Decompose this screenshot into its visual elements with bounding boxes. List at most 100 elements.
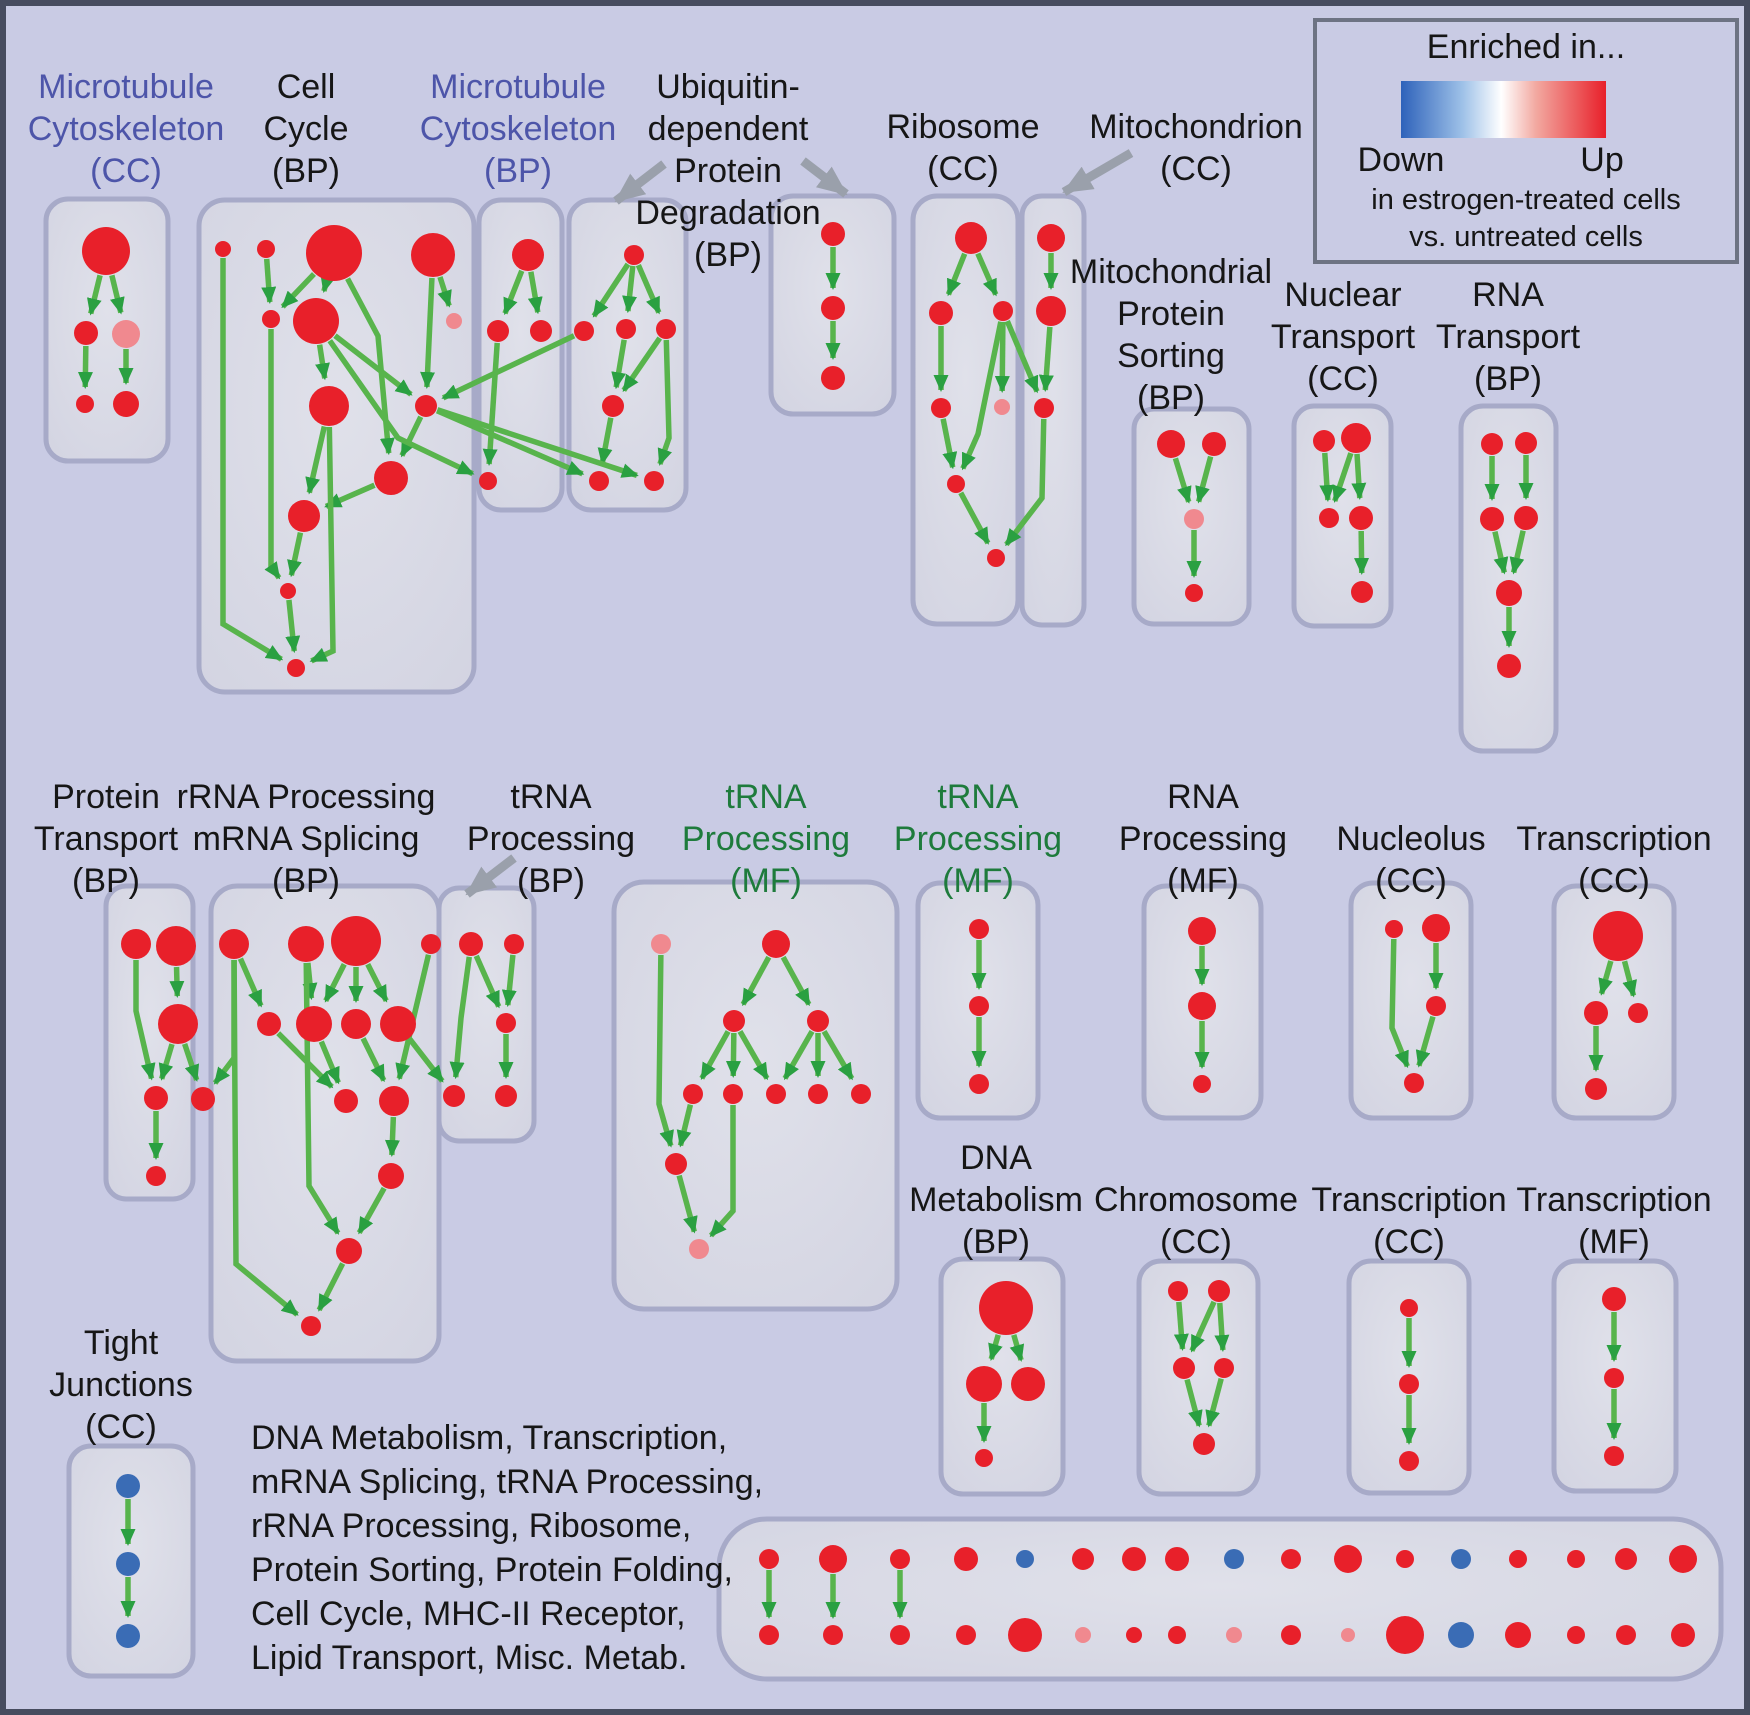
rrna-go-term-node <box>334 1089 358 1113</box>
trnabp-go-term-node <box>504 934 524 954</box>
relation-edge-arrow <box>309 426 336 664</box>
relation-edge-arrow <box>1509 530 1526 575</box>
rnat-cluster-box <box>1458 403 1559 754</box>
misc-go-term-node <box>1226 1627 1242 1643</box>
relation-edge-arrow <box>482 342 500 467</box>
relation-edge-arrow <box>1621 960 1637 998</box>
label-pointer-arrow <box>1061 149 1134 196</box>
rnat-go-term-node <box>1481 433 1503 455</box>
cc-go-term-node <box>262 310 280 328</box>
misc-go-term-node <box>1567 1550 1585 1568</box>
trnamf-cluster-label: tRNA Processing (MF) <box>681 778 851 900</box>
trnamf-go-term-node <box>808 1084 828 1104</box>
relation-edge-arrow <box>264 329 282 580</box>
mtbp-cluster-label: Microtubule Cytoskeleton (BP) <box>419 68 617 190</box>
relation-edge-arrow <box>597 417 614 466</box>
sort-go-term-node <box>1157 430 1185 458</box>
misc-go-term-node <box>819 1545 847 1573</box>
mito-go-term-node <box>1037 224 1065 252</box>
label-pointer-arrow <box>800 157 849 198</box>
relation-edge-arrow <box>821 1029 855 1081</box>
rib-cluster-label: Ribosome (CC) <box>886 108 1040 188</box>
rib-go-term-node <box>993 301 1013 321</box>
legend-caption-line1: in estrogen-treated cells <box>1371 184 1681 216</box>
relation-edge-arrow <box>1172 457 1192 504</box>
relation-edge-arrow <box>327 339 475 477</box>
relation-edge-arrow <box>975 252 999 297</box>
relation-edge-arrow <box>323 962 347 1003</box>
relation-edge-arrow <box>77 345 93 390</box>
rnat-go-term-node <box>1480 507 1504 531</box>
relation-edge-arrow <box>276 1031 334 1089</box>
trnamf2-go-term-node <box>969 919 989 939</box>
ubiR-go-term-node <box>821 366 845 390</box>
relation-edge-arrow <box>502 269 525 316</box>
relation-edge-arrow <box>356 1186 387 1235</box>
mito-go-term-node <box>1036 296 1066 326</box>
misc-go-term-node <box>1505 1622 1531 1648</box>
legend-gradient-bar <box>1401 81 1606 138</box>
pt-go-term-node <box>144 1086 168 1110</box>
trnabp-cluster-label: tRNA Processing (BP) <box>466 778 636 900</box>
misc-go-term-node <box>1669 1545 1697 1573</box>
mtcc-go-term-node <box>76 395 94 413</box>
relation-edge-arrow <box>287 532 304 578</box>
relation-edge-arrow <box>449 956 472 1080</box>
mtbp-go-term-node <box>487 320 509 342</box>
relation-edge-arrow <box>527 271 543 315</box>
sort-go-term-node <box>1202 432 1226 456</box>
relation-edge-arrow <box>315 344 330 381</box>
relation-edge-arrow <box>780 955 812 1007</box>
misc-go-term-node <box>890 1549 910 1569</box>
mtcc-cluster-box <box>43 196 171 464</box>
relation-edge-arrow <box>169 966 185 999</box>
rnat-go-term-node <box>1496 580 1522 606</box>
relation-edge-arrow <box>737 1030 770 1081</box>
misc-go-term-node <box>1168 1626 1186 1644</box>
mito-go-term-node <box>1034 398 1054 418</box>
dnam-cluster-label: DNA Metabolism (BP) <box>909 1139 1083 1261</box>
dnam-go-term-node <box>979 1281 1033 1335</box>
misc-cluster-box <box>716 1516 1724 1682</box>
nucl-go-term-node <box>1385 920 1403 938</box>
trnamf-go-term-node <box>665 1153 687 1175</box>
ubiL-go-term-node <box>602 395 624 417</box>
relation-edge-arrow <box>708 1105 736 1238</box>
cc-go-term-node <box>288 500 320 532</box>
rnapmf-go-term-node <box>1193 1075 1211 1093</box>
dnam-cluster-box <box>938 1256 1066 1497</box>
misc-go-term-node <box>1509 1550 1527 1568</box>
txcc2-go-term-node <box>1585 1078 1607 1100</box>
cc-go-term-node <box>306 225 362 281</box>
txcc3-go-term-node <box>1400 1299 1418 1317</box>
cc-go-term-node <box>287 659 305 677</box>
trnabp-go-term-node <box>459 932 483 956</box>
relation-edge-arrow <box>1492 531 1509 575</box>
relation-edge-arrow <box>360 1037 387 1083</box>
relation-edge-arrow <box>365 962 389 1003</box>
relation-edge-arrow <box>320 274 336 293</box>
relation-edge-arrow <box>1214 1302 1230 1353</box>
nucl-cluster-label: Nucleolus (CC) <box>1336 820 1486 900</box>
relation-edge-arrow <box>945 252 968 297</box>
nuc-go-term-node <box>1351 581 1373 603</box>
trnamf-go-term-node <box>651 934 671 954</box>
nuc-go-term-node <box>1341 423 1371 453</box>
rib-go-term-node <box>955 222 987 254</box>
relation-edge-arrow <box>958 491 991 545</box>
trnamf-go-term-node <box>851 1084 871 1104</box>
relation-edge-arrow <box>231 959 299 1317</box>
relation-edge-arrow <box>407 1037 445 1083</box>
dnam-go-term-node <box>966 1366 1002 1402</box>
cc-cluster-label: Cell Cycle (BP) <box>263 68 349 190</box>
mtcc-go-term-node <box>82 227 130 275</box>
nucl-go-term-node <box>1426 996 1446 1016</box>
label-pointer-arrow <box>613 160 667 205</box>
misc-go-term-node <box>1075 1627 1091 1643</box>
ubiL-go-term-node <box>624 245 644 265</box>
misc-go-term-node <box>1386 1616 1424 1654</box>
mtcc-cluster-label: Microtubule Cytoskeleton (CC) <box>27 68 225 190</box>
mtbp-go-term-node <box>479 472 497 490</box>
relation-edge-arrow <box>657 339 672 466</box>
rrna-go-term-node <box>341 1009 371 1039</box>
